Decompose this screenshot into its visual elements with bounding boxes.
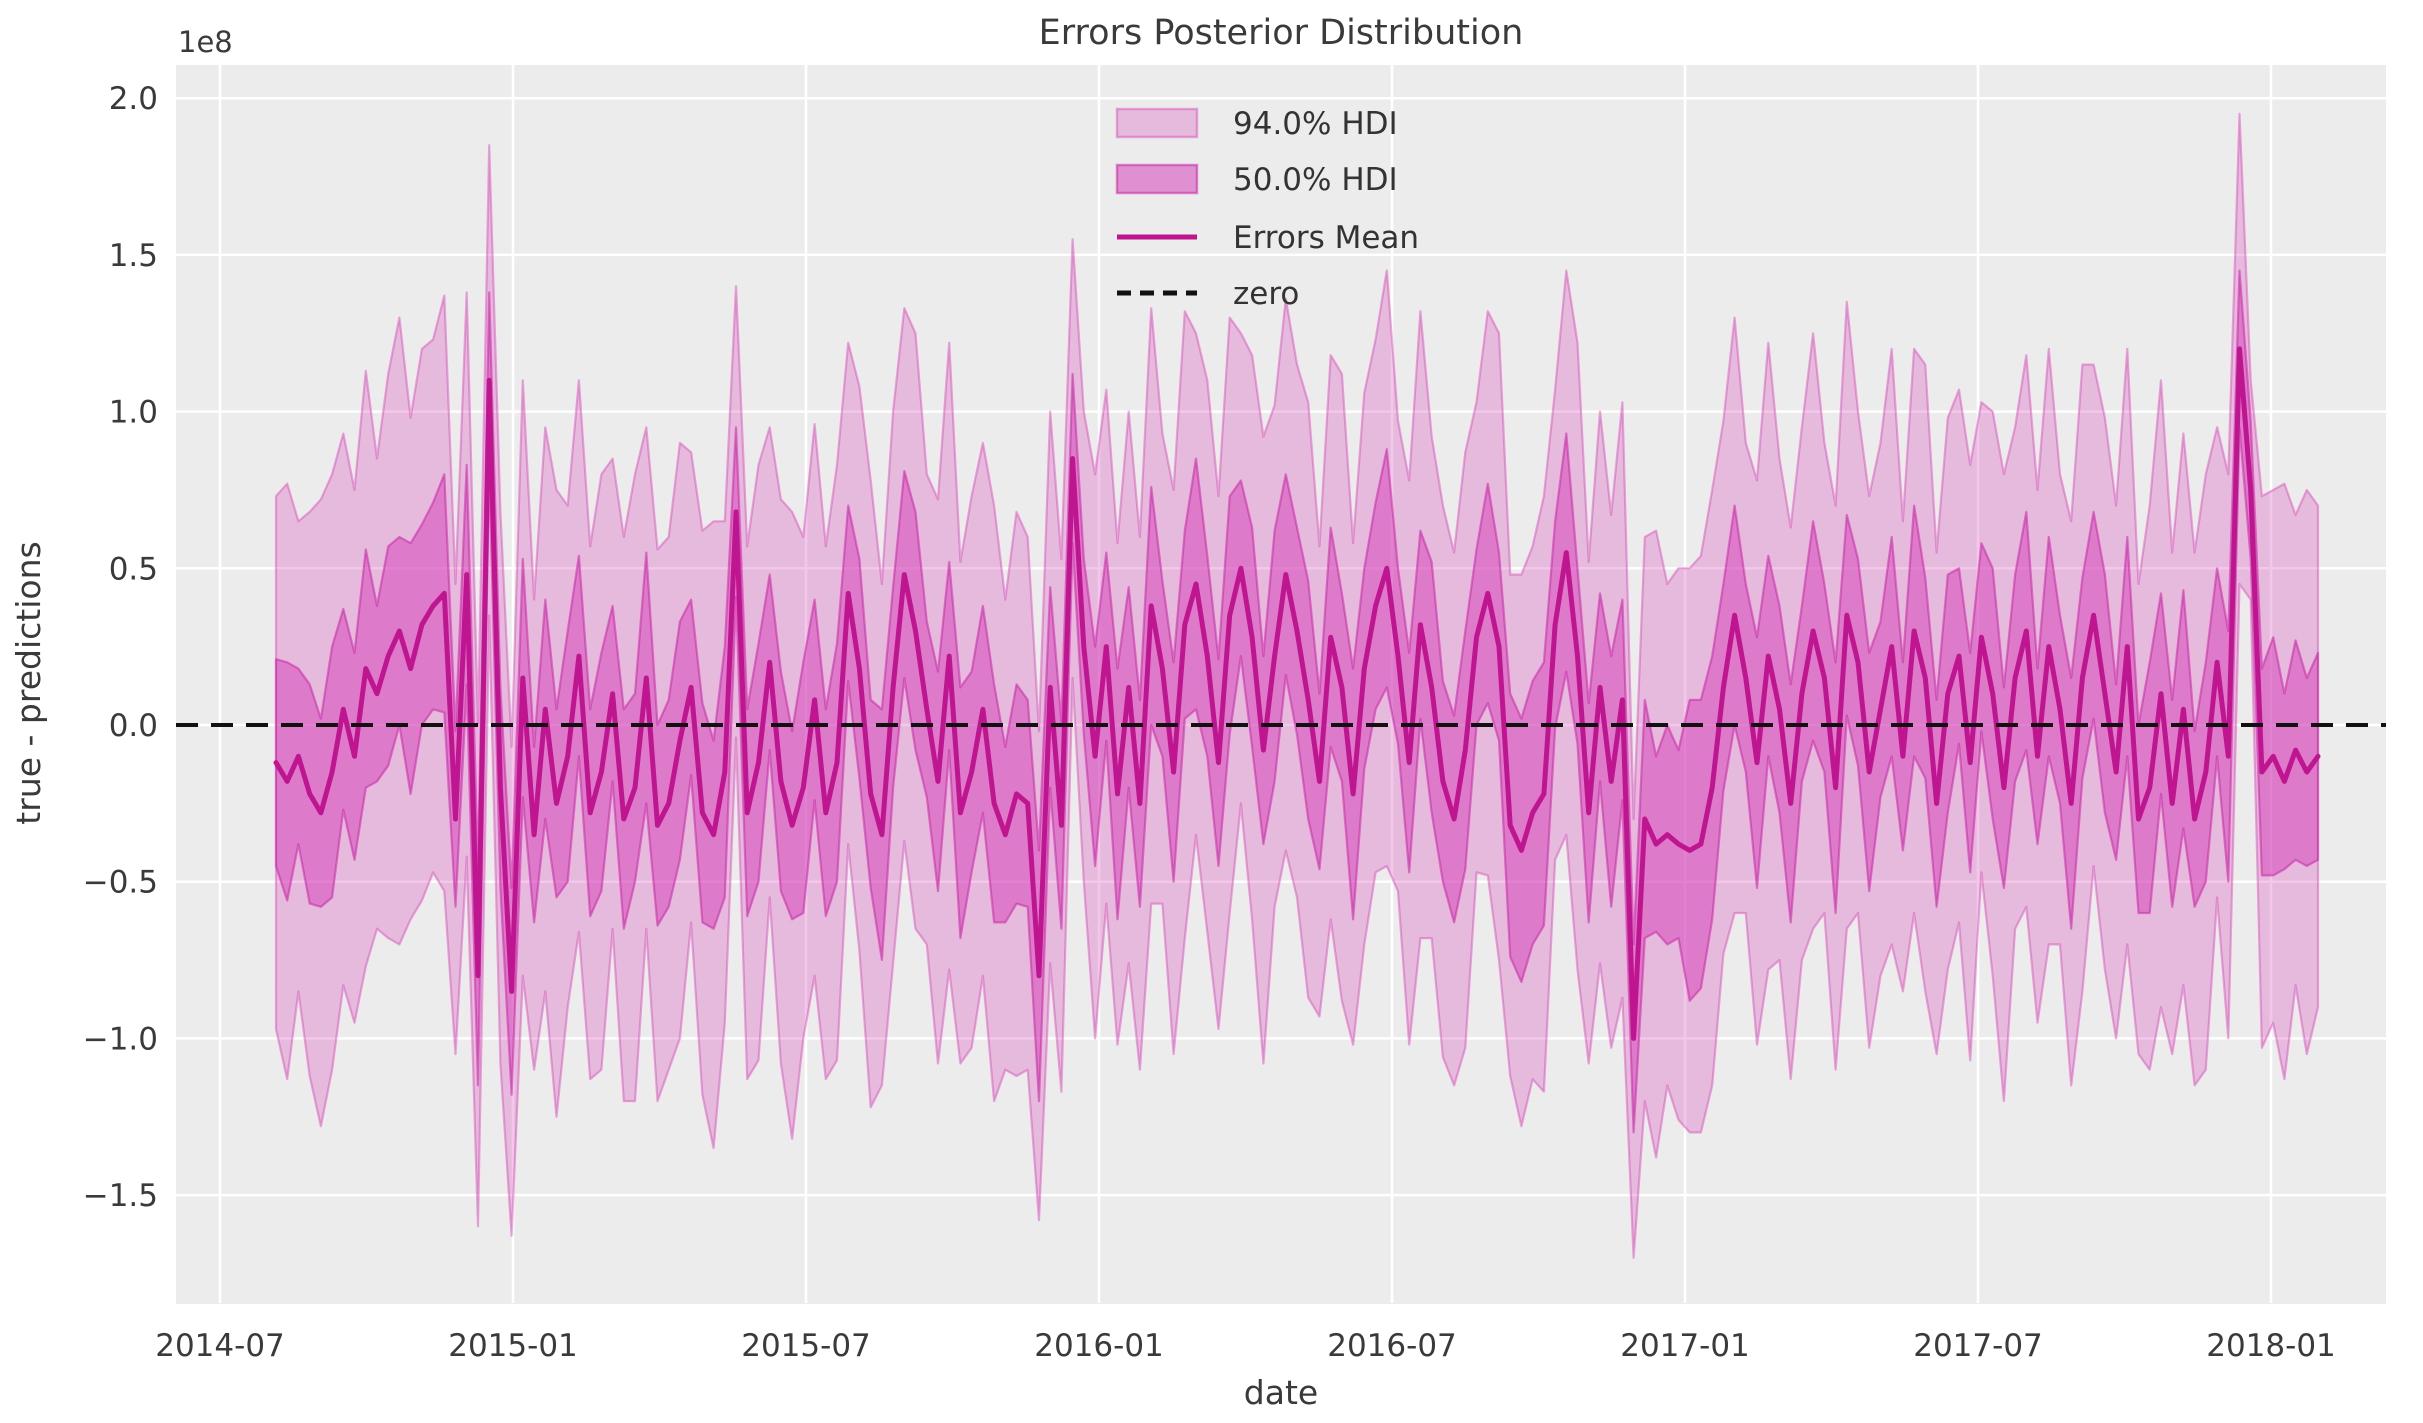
legend-label-94-hdi: 94.0% HDI <box>1233 106 1398 142</box>
y-tick-label: 2.0 <box>109 81 158 117</box>
x-tick-label: 2015-01 <box>448 1328 578 1364</box>
y-axis-offset-label: 1e8 <box>178 25 233 59</box>
x-tick-label: 2017-07 <box>1913 1328 2043 1364</box>
legend: 94.0% HDI 50.0% HDI Errors Mean zero <box>1115 106 1419 312</box>
y-tick-label: 0.5 <box>109 551 158 587</box>
x-tick-label: 2018-01 <box>2206 1328 2336 1364</box>
y-tick-label: 0.0 <box>109 708 158 744</box>
x-tick-label: 2016-07 <box>1327 1328 1457 1364</box>
x-tick-label: 2016-01 <box>1034 1328 1164 1364</box>
errors-mean-path <box>273 346 2321 1041</box>
x-axis-label: date <box>1244 1373 1318 1412</box>
y-tick-label: −1.5 <box>83 1178 158 1214</box>
legend-swatch-94-hdi <box>1115 107 1199 139</box>
y-tick-label: 1.0 <box>109 395 158 431</box>
x-tick-label: 2014-07 <box>155 1328 285 1364</box>
y-tick-label: −0.5 <box>83 865 158 901</box>
y-tick-label: 1.5 <box>109 238 158 274</box>
x-tick-label: 2017-01 <box>1620 1328 1750 1364</box>
legend-label-errors-mean: Errors Mean <box>1233 220 1419 256</box>
chart-title: Errors Posterior Distribution <box>1039 13 1524 53</box>
legend-swatch-50-hdi <box>1115 163 1199 195</box>
hdi50-band <box>274 269 2320 1134</box>
hdi-band-path <box>274 269 2320 1134</box>
legend-label-zero: zero <box>1233 276 1299 312</box>
y-axis-label: true - predictions <box>9 541 48 824</box>
errors-mean-line <box>273 346 2321 1041</box>
y-tick-labels: 2.0 1.5 1.0 0.5 0.0 −0.5 −1.0 −1.5 <box>83 81 158 1214</box>
x-tick-label: 2015-07 <box>741 1328 871 1364</box>
x-tick-labels: 2014-07 2015-01 2015-07 2016-01 2016-07 2017-… <box>155 1328 2336 1364</box>
y-tick-label: −1.0 <box>83 1021 158 1057</box>
legend-label-50-hdi: 50.0% HDI <box>1233 162 1398 198</box>
